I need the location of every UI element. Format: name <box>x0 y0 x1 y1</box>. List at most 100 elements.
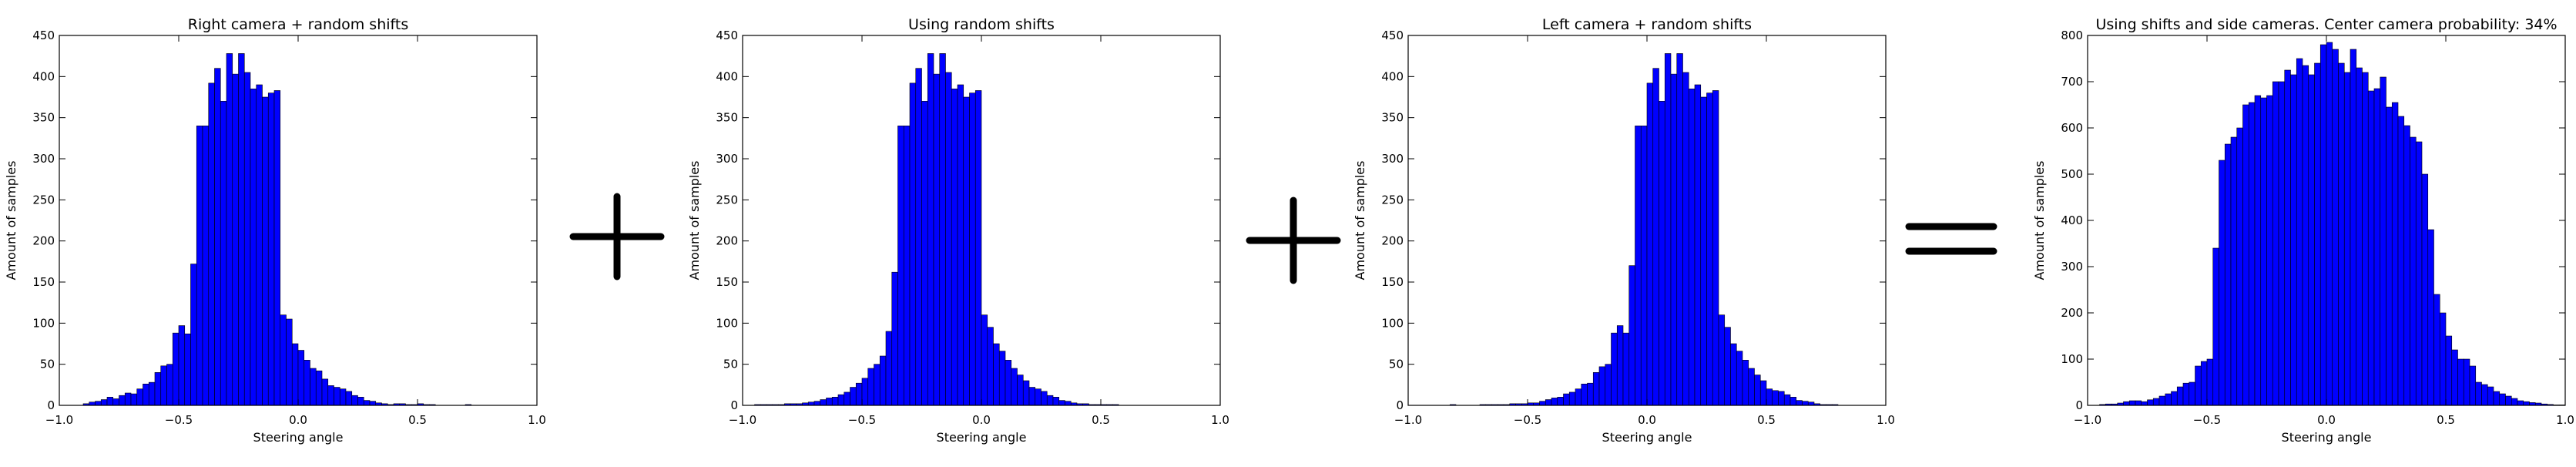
histogram-bar <box>2499 393 2506 406</box>
histogram-bar <box>1789 397 1797 406</box>
x-tick-label: 1.0 <box>1877 413 1895 427</box>
y-tick-label: 150 <box>716 275 738 289</box>
histogram-bar <box>2135 400 2142 406</box>
histogram-bar <box>969 92 976 406</box>
y-tick-label: 200 <box>32 234 55 248</box>
histogram-bar <box>945 72 952 406</box>
histogram-bar <box>172 332 179 406</box>
histogram-bar <box>1766 388 1773 406</box>
y-tick-label: 400 <box>1381 69 1404 83</box>
histogram-bar <box>2248 102 2256 406</box>
histogram-bar <box>1736 351 1743 406</box>
histogram-bar <box>903 126 911 406</box>
histogram-bar <box>1646 82 1654 406</box>
histogram-bar <box>861 378 869 406</box>
histogram-bar <box>2326 42 2333 406</box>
x-axis-label: Steering angle <box>1602 430 1692 445</box>
histogram-bar <box>1712 90 1719 406</box>
y-tick-label: 450 <box>716 29 738 42</box>
histogram-bar <box>2189 381 2195 406</box>
histogram-bar <box>993 343 1000 406</box>
histogram-bar <box>2356 67 2363 406</box>
chart-title: Using random shifts <box>908 16 1055 33</box>
histogram-bar <box>351 395 358 406</box>
y-tick-label: 300 <box>32 152 55 166</box>
x-axis-label: Steering angle <box>2282 430 2372 445</box>
histogram-bar <box>1700 96 1707 406</box>
histogram-bar <box>981 314 988 406</box>
x-tick-label: 0.5 <box>1092 413 1110 427</box>
histogram-bar <box>2319 44 2327 406</box>
histogram-bar <box>2290 74 2297 406</box>
histogram-bar <box>2481 384 2488 406</box>
y-axis-label: Amount of samples <box>1353 161 1367 281</box>
histogram-bar <box>1587 382 1594 406</box>
chart-title: Right camera + random shifts <box>188 16 408 33</box>
histogram-bar <box>202 126 210 406</box>
y-tick-label: 150 <box>32 275 55 289</box>
histogram-bar <box>1545 399 1552 406</box>
histogram-bar <box>1635 126 1642 406</box>
histogram-bar <box>273 90 281 406</box>
histogram-bar <box>1005 360 1012 406</box>
histogram-bar <box>1688 89 1696 406</box>
histogram-bar <box>2397 116 2405 406</box>
histogram-bar <box>2469 365 2477 406</box>
histogram-bar <box>166 364 173 406</box>
histogram-bar <box>1035 388 1041 406</box>
histogram-bar <box>291 343 299 406</box>
histogram-bar <box>1568 391 1576 406</box>
histogram-bar <box>2254 95 2262 406</box>
histogram-bar <box>2367 90 2375 406</box>
histogram-bar <box>190 264 197 406</box>
histogram-bar <box>1706 92 1713 406</box>
histogram-bar <box>100 399 108 406</box>
histogram-bar <box>2391 102 2399 406</box>
y-tick-label: 250 <box>32 193 55 207</box>
histogram-bar <box>1017 375 1024 406</box>
chart-title: Left camera + random shifts <box>1542 16 1752 33</box>
histogram-bar <box>1028 387 1036 406</box>
histogram-bar <box>2362 72 2369 406</box>
histogram-bar <box>1058 400 1065 406</box>
histogram-bar <box>2206 358 2214 406</box>
histogram-bar <box>2314 62 2321 406</box>
histogram-bar <box>250 89 257 406</box>
histogram-bar <box>2410 136 2417 406</box>
histogram-bar <box>136 388 143 406</box>
histogram-bar <box>2224 143 2232 406</box>
histogram-bar <box>855 382 863 406</box>
y-axis-label: Amount of samples <box>4 161 18 281</box>
histogram-bar <box>1622 332 1630 406</box>
chart-title: Using shifts and side cameras. Center ca… <box>2095 16 2557 33</box>
histogram-bar <box>2386 106 2393 406</box>
histogram-bar <box>357 397 364 406</box>
y-tick-label: 100 <box>2061 352 2083 366</box>
histogram-bar <box>2128 400 2136 406</box>
y-tick-label: 100 <box>32 316 55 330</box>
histogram-bar <box>2236 127 2243 406</box>
histogram-bar <box>2421 173 2429 406</box>
histogram-bar <box>1724 327 1731 406</box>
histogram-bar <box>2260 97 2267 406</box>
histogram-bar <box>1575 388 1582 406</box>
histogram-bar <box>262 96 269 406</box>
histogram-bars <box>82 53 472 406</box>
histogram-bar <box>1807 401 1815 406</box>
x-tick-label: 0.5 <box>1757 413 1776 427</box>
y-tick-label: 600 <box>2061 121 2083 135</box>
x-tick-label: −1.0 <box>1394 413 1422 427</box>
histogram-bars <box>1449 53 1839 406</box>
histogram-bar <box>238 53 245 406</box>
y-tick-label: 250 <box>1381 193 1404 207</box>
histogram-bar <box>885 331 893 406</box>
histogram-bar <box>1041 391 1048 406</box>
histogram-bar <box>196 126 203 406</box>
histogram-bar <box>1592 372 1600 406</box>
histogram-bar <box>2302 65 2309 406</box>
histogram-bar <box>915 68 922 406</box>
histogram-bar <box>2284 69 2291 406</box>
histogram-bar <box>909 82 917 406</box>
y-tick-label: 400 <box>32 69 55 83</box>
x-tick-label: −0.5 <box>165 413 193 427</box>
